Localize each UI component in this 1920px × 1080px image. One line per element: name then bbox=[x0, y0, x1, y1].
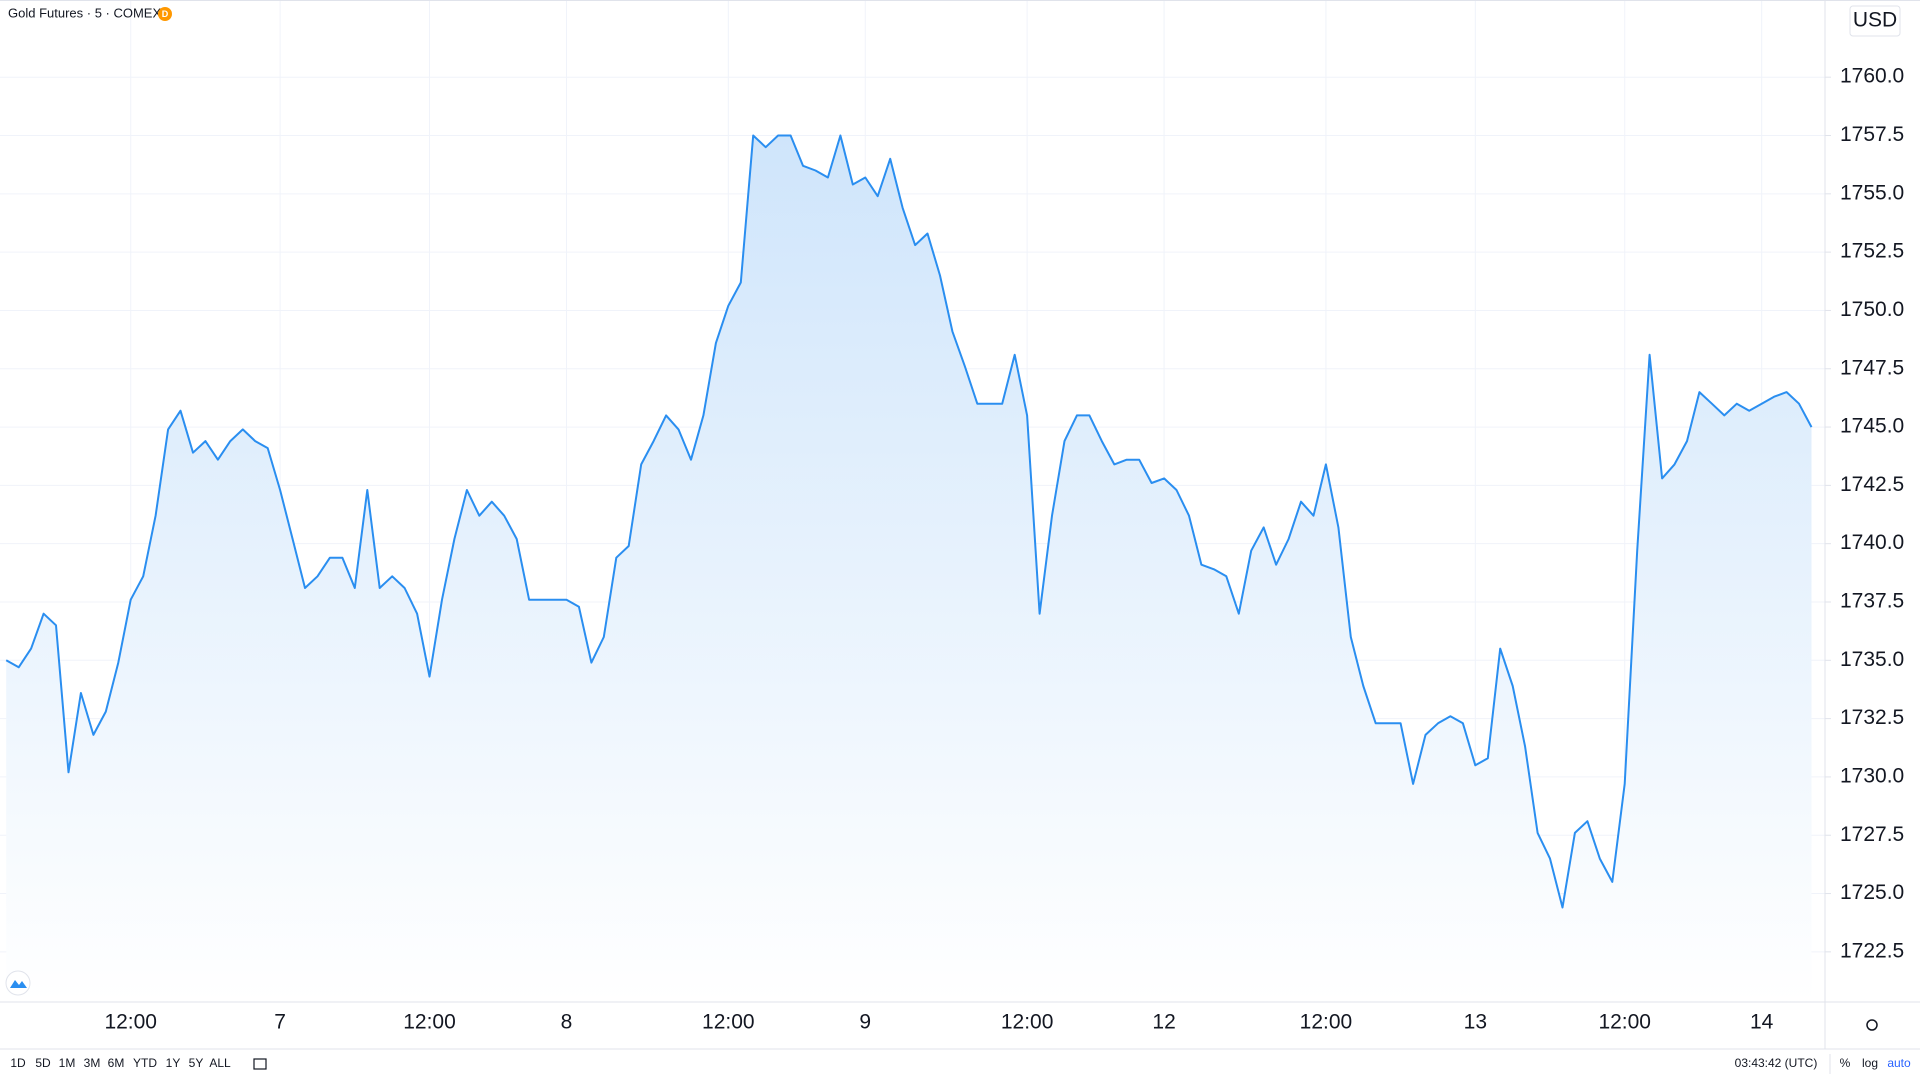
range-button[interactable]: ALL bbox=[209, 1056, 231, 1070]
range-button[interactable]: 1Y bbox=[166, 1056, 181, 1070]
x-tick-label: 12:00 bbox=[1598, 1011, 1651, 1034]
clock: 03:43:42 (UTC) bbox=[1735, 1056, 1818, 1070]
currency-box[interactable] bbox=[1849, 5, 1901, 37]
x-tick-label: 14 bbox=[1750, 1011, 1774, 1034]
plot bbox=[5, 134, 1813, 1002]
y-tick-label: 1730.0 bbox=[1840, 764, 1904, 787]
chart-title: Gold Futures · 5 · COMEX bbox=[8, 5, 161, 20]
y-tick-label: 1727.5 bbox=[1840, 823, 1904, 846]
range-button[interactable]: 1D bbox=[10, 1056, 26, 1070]
x-tick-label: 8 bbox=[561, 1011, 573, 1034]
currency[interactable]: USD bbox=[1853, 9, 1897, 32]
compare-icon[interactable] bbox=[253, 1058, 267, 1070]
range-button[interactable]: 1M bbox=[59, 1056, 76, 1070]
range-button[interactable]: 5D bbox=[35, 1056, 51, 1070]
area-fill bbox=[6, 135, 1812, 1002]
y-tick-label: 1747.5 bbox=[1840, 356, 1904, 379]
y-tick-label: 1745.0 bbox=[1840, 415, 1904, 438]
toolbar: 1D 5D 1M 3M 6M YTD 1Y 5Y ALL bbox=[10, 1056, 231, 1070]
x-tick-label: 7 bbox=[274, 1011, 286, 1034]
x-tick-label: 12:00 bbox=[1300, 1011, 1353, 1034]
auto-toggle[interactable]: auto bbox=[1887, 1056, 1911, 1070]
price-line bbox=[5, 134, 1813, 909]
range-button[interactable]: 6M bbox=[108, 1056, 125, 1070]
x-tick-label: 12:00 bbox=[104, 1011, 157, 1034]
y-tick-label: 1735.0 bbox=[1840, 648, 1904, 671]
settings-icon[interactable] bbox=[1866, 1019, 1878, 1031]
y-tick-label: 1757.5 bbox=[1840, 123, 1904, 146]
x-tick-label: 9 bbox=[859, 1011, 871, 1034]
x-tick-label: 13 bbox=[1464, 1011, 1487, 1034]
badge: D bbox=[162, 9, 169, 19]
y-tick-label: 1737.5 bbox=[1840, 590, 1904, 613]
y-tick-label: 1760.0 bbox=[1840, 65, 1904, 88]
range-button[interactable]: 3M bbox=[84, 1056, 101, 1070]
y-tick-label: 1732.5 bbox=[1840, 706, 1904, 729]
x-tick-label: 12:00 bbox=[403, 1011, 456, 1034]
y-tick-label: 1740.0 bbox=[1840, 531, 1904, 554]
y-tick-label: 1722.5 bbox=[1840, 939, 1904, 962]
y-tick-label: 1755.0 bbox=[1840, 181, 1904, 204]
range-button[interactable]: 5Y bbox=[189, 1056, 204, 1070]
percent-toggle[interactable]: % bbox=[1840, 1056, 1851, 1070]
range-button[interactable]: YTD bbox=[133, 1056, 157, 1070]
y-tick-label: 1725.0 bbox=[1840, 881, 1904, 904]
y-tick-label: 1750.0 bbox=[1840, 298, 1904, 321]
log-toggle[interactable]: log bbox=[1862, 1056, 1878, 1070]
y-tick-label: 1742.5 bbox=[1840, 473, 1904, 496]
x-tick-label: 12:00 bbox=[1001, 1011, 1054, 1034]
x-tick-label: 12 bbox=[1152, 1011, 1175, 1034]
x-tick-label: 12:00 bbox=[702, 1011, 755, 1034]
y-tick-label: 1752.5 bbox=[1840, 240, 1904, 263]
badge-dot bbox=[158, 7, 172, 21]
logo bbox=[5, 970, 31, 996]
